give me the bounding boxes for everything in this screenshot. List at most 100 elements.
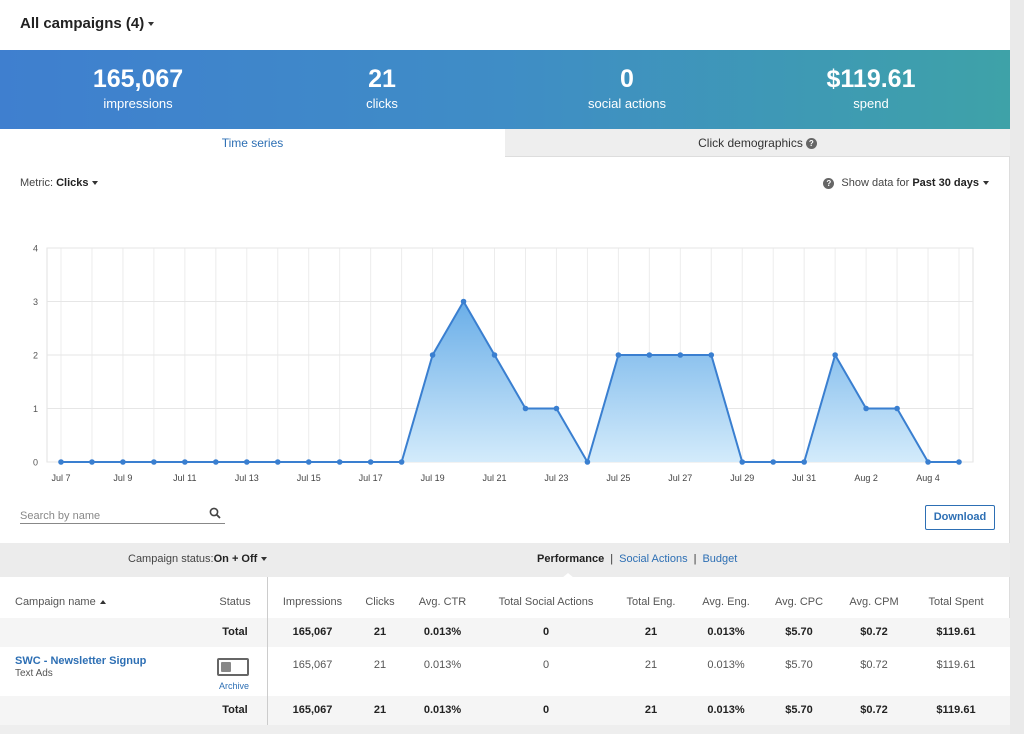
data-point [58, 459, 64, 465]
stat-value: 21 [368, 65, 396, 93]
data-point [336, 459, 343, 465]
row-total-spent: $119.61 [936, 659, 976, 671]
data-point [677, 352, 684, 358]
total-clicks: 21 [373, 626, 387, 638]
date-range-value: Past 30 days [912, 177, 979, 189]
total-avg-cpm: $0.72 [860, 704, 888, 716]
view-performance[interactable]: Performance [537, 553, 605, 565]
column-header-total-social-actions[interactable]: Total Social Actions [498, 596, 594, 608]
date-range-label: Show data for [841, 177, 910, 189]
x-tick-label: Jul 7 [51, 473, 70, 483]
search-icon[interactable] [209, 507, 221, 519]
stat-label: social actions [587, 96, 667, 111]
data-point [429, 352, 436, 358]
x-tick-label: Jul 23 [544, 473, 568, 483]
data-point [491, 352, 498, 358]
total-impressions: 165,067 [292, 704, 333, 716]
total-avg-ctr: 0.013% [423, 626, 462, 638]
y-tick-label: 2 [33, 351, 38, 361]
campaign-header: All campaigns (4) [0, 0, 1010, 50]
view-tabs: Time series Click demographics? [0, 129, 1010, 157]
data-point [460, 298, 467, 305]
column-header-campaign-name[interactable]: Campaign name [15, 596, 106, 608]
column-header-avg-ctr[interactable]: Avg. CTR [418, 596, 467, 608]
column-header-impressions[interactable]: Impressions [282, 596, 343, 608]
campaign-selector[interactable]: All campaigns (4) [20, 15, 155, 32]
y-tick-label: 0 [33, 458, 38, 468]
archive-link[interactable]: Archive [219, 681, 250, 691]
total-spent: $119.61 [936, 626, 976, 638]
x-tick-label: Jul 25 [606, 473, 630, 483]
date-range-selector[interactable]: ? Show data for Past 30 days [820, 177, 989, 189]
tab-time-series[interactable]: Time series [0, 129, 505, 157]
view-separator: | [610, 553, 614, 565]
chevron-down-icon [983, 181, 989, 186]
data-point [708, 352, 715, 358]
campaign-status-value: On + Off [213, 553, 258, 565]
stat-value: 165,067 [92, 65, 184, 93]
data-point [120, 459, 126, 465]
y-tick-label: 1 [33, 404, 38, 414]
clicks-chart: 0 1 2 3 4 Jul 7 Jul 9 Jul 11 Jul 13 Jul 15 Jul 17 J… [0, 230, 1010, 490]
search-input[interactable] [20, 510, 200, 522]
column-header-clicks[interactable]: Clicks [365, 596, 395, 608]
column-header-status[interactable]: Status [219, 596, 251, 608]
data-point [182, 459, 188, 465]
data-point [801, 459, 807, 465]
tab-label: Click demographics [698, 136, 803, 150]
column-header-total-spent[interactable]: Total Spent [928, 596, 984, 608]
data-point [89, 459, 95, 465]
x-tick-label: Jul 27 [668, 473, 692, 483]
stat-label: spend [853, 96, 889, 111]
toggle-knob [221, 662, 231, 672]
column-header-avg-cpc[interactable]: Avg. CPC [774, 596, 824, 608]
campaign-status-toggle[interactable] [217, 658, 249, 676]
stat-spend: $119.61 spend [771, 64, 971, 111]
campaign-status-selector[interactable]: Campaign status:On + Off [128, 553, 268, 565]
metric-selector[interactable]: Metric: Clicks [20, 177, 99, 189]
y-tick-label: 4 [33, 244, 38, 254]
total-row-bottom: Total 165,067 21 0.013% 0 21 0.013% $5.7… [0, 696, 1010, 725]
sort-ascending-icon [99, 600, 106, 605]
campaign-status-label: Campaign status: [128, 553, 214, 565]
row-impressions: 165,067 [292, 659, 333, 671]
page-scroll-rail[interactable] [1010, 0, 1024, 734]
stat-value: 0 [620, 65, 634, 93]
series-line [61, 299, 959, 465]
data-point [398, 459, 405, 465]
x-tick-label: Jul 17 [359, 473, 383, 483]
row-total-eng: 21 [644, 659, 658, 671]
metric-value: Clicks [56, 177, 89, 189]
data-point [243, 459, 250, 465]
metric-label: Metric: [20, 177, 53, 189]
view-social-actions[interactable]: Social Actions [619, 553, 688, 565]
active-view-pointer [562, 573, 574, 578]
download-button[interactable]: Download [925, 505, 995, 530]
help-icon[interactable]: ? [805, 138, 817, 150]
total-impressions: 165,067 [292, 626, 333, 638]
x-tick-label: Jul 29 [730, 473, 754, 483]
x-tick-label: Jul 21 [483, 473, 507, 483]
help-icon[interactable]: ? [823, 177, 835, 189]
campaign-type: Text Ads [15, 668, 53, 679]
x-tick-label: Jul 15 [297, 473, 321, 483]
total-eng: 21 [644, 704, 658, 716]
data-point [894, 405, 900, 412]
tab-click-demographics[interactable]: Click demographics? [505, 129, 1010, 157]
column-header-total-eng[interactable]: Total Eng. [626, 596, 676, 608]
search-box[interactable] [20, 506, 225, 524]
campaign-name-link[interactable]: SWC - Newsletter Signup [15, 655, 147, 667]
x-tick-label: Jul 19 [421, 473, 445, 483]
total-avg-cpc: $5.70 [785, 704, 813, 716]
column-header-avg-cpm[interactable]: Avg. CPM [849, 596, 899, 608]
view-budget[interactable]: Budget [702, 553, 738, 565]
data-point [832, 352, 838, 358]
y-tick-label: 3 [33, 297, 38, 307]
data-point [615, 352, 622, 358]
stat-label: clicks [366, 96, 398, 111]
x-tick-label: Jul 9 [113, 473, 132, 483]
total-avg-eng: 0.013% [707, 626, 745, 638]
column-header-avg-eng[interactable]: Avg. Eng. [702, 596, 750, 608]
table-view-switcher: Performance | Social Actions | Budget [537, 553, 737, 565]
